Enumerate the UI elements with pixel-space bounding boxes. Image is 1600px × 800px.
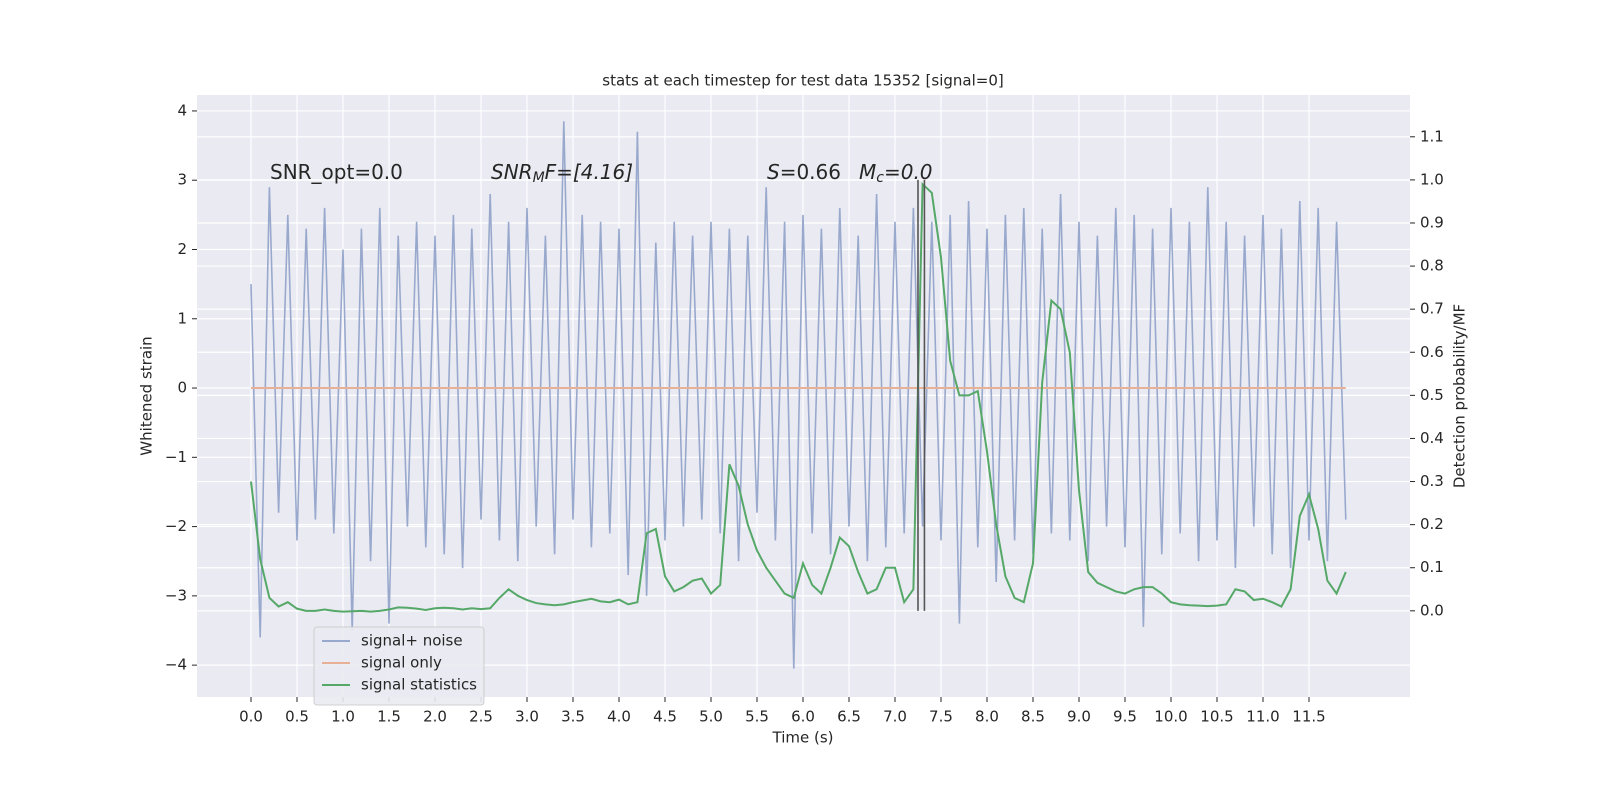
annotation-value: =0.66 [780, 160, 841, 184]
annotation: Mc=0.0 [859, 160, 933, 187]
annotation-subscript: c [876, 170, 884, 186]
annotation: SNR_opt=0.0 [270, 160, 403, 184]
y2-tick-label: 0.3 [1420, 472, 1444, 490]
y-tick-label: −4 [165, 656, 187, 674]
y2-tick-label: 0.0 [1420, 601, 1444, 619]
x-tick-label: 9.5 [1113, 708, 1137, 726]
x-tick-label: 4.0 [607, 708, 631, 726]
x-tick-label: 2.0 [423, 708, 447, 726]
x-tick-label: 1.5 [377, 708, 401, 726]
annotation: S=0.66 [767, 160, 841, 184]
y-tick-label: 3 [177, 171, 187, 189]
x-tick-label: 11.0 [1246, 708, 1279, 726]
x-tick-label: 10.0 [1154, 708, 1187, 726]
y-tick-label: −2 [165, 517, 187, 535]
legend-label: signal only [361, 654, 442, 672]
y2-tick-label: 0.6 [1420, 343, 1444, 361]
legend-box [313, 626, 485, 706]
annotation-symbol: SNR [491, 160, 533, 184]
x-tick-label: 0.0 [239, 708, 263, 726]
series-line [250, 181, 1347, 613]
marks [250, 121, 1347, 669]
y2-tick-label: 0.8 [1420, 257, 1444, 275]
x-tick-label: 9.0 [1067, 708, 1091, 726]
y-tick-label: 0 [177, 379, 187, 397]
x-tick-label: 11.5 [1292, 708, 1325, 726]
x-tick-label: 1.0 [331, 708, 355, 726]
annotation-text: SNR_opt=0.0 [270, 160, 403, 184]
x-axis-label: Time (s) [772, 729, 834, 747]
y2-tick-label: 0.7 [1420, 300, 1444, 318]
annotation-value: =0.0 [884, 160, 933, 184]
x-tick-label: 3.5 [561, 708, 585, 726]
x-tick-label: 5.5 [745, 708, 769, 726]
x-tick-label: 3.0 [515, 708, 539, 726]
y2-tick-label: 0.2 [1420, 515, 1444, 533]
x-tick-label: 6.0 [791, 708, 815, 726]
y-tick-label: −3 [165, 586, 187, 604]
annotation-symbol: S [767, 160, 780, 184]
y-tick-label: 4 [177, 101, 187, 119]
legend-label: signal+ noise [361, 632, 463, 650]
y2-tick-label: 0.1 [1420, 558, 1444, 576]
x-tick-label: 2.5 [469, 708, 493, 726]
y-tick-label: −1 [165, 448, 187, 466]
x-tick-label: 10.5 [1200, 708, 1233, 726]
y-tick-label: 2 [177, 240, 187, 258]
x-tick-label: 5.0 [699, 708, 723, 726]
y-tick-label: 1 [177, 309, 187, 327]
annotation: SNRMF=[4.16] [491, 160, 633, 187]
x-tick-label: 7.0 [883, 708, 907, 726]
legend: signal+ noise signal only signal statistic… [313, 626, 485, 706]
annotation-value: F=[4.16] [545, 160, 633, 184]
y2-tick-label: 0.9 [1420, 213, 1444, 231]
axes: 0.0 0.5 1.0 1.5 2.0 2.5 3.0 3.5 4.0 4.5 5.0 5.5 6.0 6… [165, 101, 1444, 725]
y2-axis-label: Detection probability/MF [1451, 304, 1469, 488]
legend-label: signal statistics [361, 676, 477, 694]
y2-tick-label: 1.1 [1420, 127, 1444, 145]
x-tick-label: 6.5 [837, 708, 861, 726]
y2-tick-label: 0.5 [1420, 386, 1444, 404]
y2-tick-label: 0.4 [1420, 429, 1444, 447]
x-tick-label: 8.5 [1021, 708, 1045, 726]
grid [197, 95, 1410, 697]
annotation-symbol: M [859, 160, 876, 184]
x-tick-label: 0.5 [285, 708, 309, 726]
series-line [250, 121, 1347, 669]
y-axis-label: Whitened strain [138, 336, 156, 455]
chart-title: stats at each timestep for test data 153… [602, 72, 1003, 90]
annotation-subscript: M [533, 170, 545, 186]
y2-tick-label: 1.0 [1420, 170, 1444, 188]
x-tick-label: 7.5 [929, 708, 953, 726]
x-tick-label: 4.5 [653, 708, 677, 726]
x-tick-label: 8.0 [975, 708, 999, 726]
